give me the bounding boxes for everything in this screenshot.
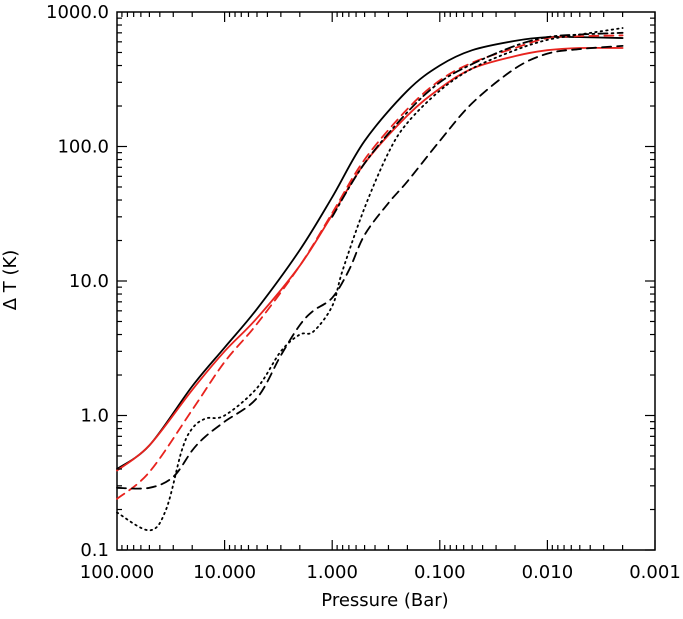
plot-border bbox=[116, 11, 656, 551]
x-axis-title: Pressure (Bar) bbox=[321, 590, 448, 611]
ticks-layer: 100.000 10.000 1.000 0.100 0.010 0.001 0.1 1.0 1… bbox=[46, 2, 681, 583]
series-line-3 bbox=[116, 27, 624, 532]
x-tick-label: 10.000 bbox=[193, 562, 256, 583]
y-tick-label: 10.0 bbox=[69, 271, 109, 292]
series-line-1 bbox=[116, 46, 624, 472]
x-tick-label: 0.001 bbox=[629, 562, 681, 583]
x-tick-label: 0.100 bbox=[414, 562, 466, 583]
y-axis-title: Δ T (K) bbox=[0, 250, 21, 311]
x-tick-label: 100.000 bbox=[80, 562, 154, 583]
y-tick-label: 100.0 bbox=[57, 137, 109, 158]
y-tick-label: 1.0 bbox=[80, 406, 109, 427]
y-tick-label: 1000.0 bbox=[46, 2, 109, 23]
series-line-4 bbox=[116, 44, 624, 490]
plot-frame bbox=[116, 11, 656, 551]
series-line-5 bbox=[331, 31, 624, 218]
series-layer bbox=[116, 27, 624, 532]
x-tick-label: 0.010 bbox=[522, 562, 574, 583]
series-line-0 bbox=[116, 35, 624, 470]
x-tick-label: 1.000 bbox=[306, 562, 358, 583]
y-tick-label: 0.1 bbox=[80, 540, 109, 561]
series-line-2 bbox=[116, 34, 624, 500]
